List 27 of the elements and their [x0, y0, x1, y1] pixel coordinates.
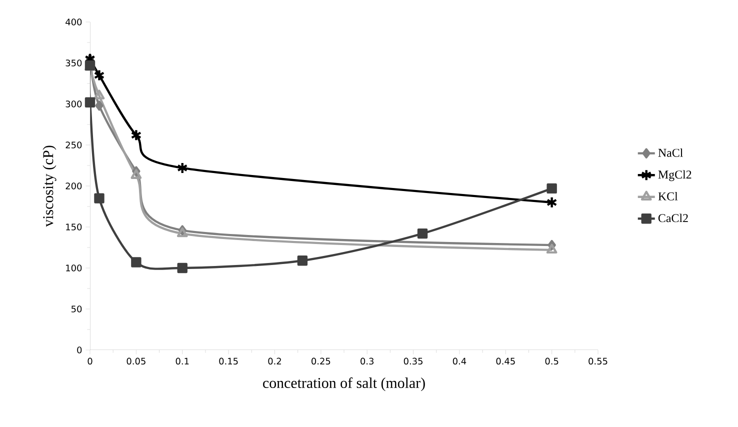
y-axis-title: viscosity (cP) [42, 146, 56, 227]
legend-label: NaCl [658, 148, 683, 157]
x-tick-label: 0.55 [588, 358, 608, 365]
y-tick-label: 150 [66, 224, 82, 230]
legend-label: MgCl2 [658, 170, 692, 182]
x-tick-label: 0.35 [404, 358, 422, 365]
y-tick-label: 300 [66, 100, 82, 108]
x-tick-label: 0.45 [496, 358, 515, 365]
x-tick-label: 0.5 [545, 358, 558, 365]
x-tick-label: 0.15 [219, 358, 238, 365]
y-tick-label: 200 [66, 182, 82, 190]
x-tick-label: 0.3 [360, 358, 374, 365]
x-tick-label: 0.25 [312, 358, 330, 365]
x-axis-title: concetration of salt (molar) [263, 377, 425, 392]
x-tick-label: 0.4 [452, 358, 466, 365]
legend-label: CaCl2 [658, 214, 688, 222]
y-tick-label: 350 [66, 60, 82, 66]
x-tick-label: 0.1 [176, 358, 189, 365]
y-tick-label: 50 [72, 306, 82, 312]
y-tick-label: 400 [66, 18, 82, 26]
x-tick-label: 0 [88, 358, 92, 365]
x-tick-label: 0.2 [268, 358, 281, 365]
y-tick-label: 0 [77, 346, 82, 354]
legend-label: KCl [658, 192, 678, 200]
y-tick-label: 250 [66, 142, 82, 148]
y-tick-label: 100 [66, 264, 82, 272]
x-tick-label: 0.05 [126, 358, 146, 365]
